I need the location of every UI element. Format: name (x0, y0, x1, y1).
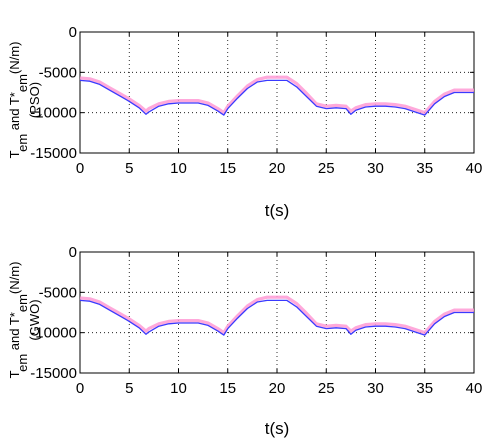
y-axis-label: Tem and T*em(N/m) (7, 262, 30, 379)
grid (80, 252, 474, 373)
y-tick-label: -10000 (30, 105, 77, 122)
grid (80, 32, 474, 153)
series-group (79, 295, 474, 336)
x-tick-label: 15 (219, 380, 236, 397)
x-tick-label: 15 (219, 160, 236, 177)
series-group (79, 75, 474, 116)
y-tick-label: -15000 (30, 365, 77, 382)
x-tick-label: 10 (170, 380, 187, 397)
y-tick-label: -5000 (39, 284, 77, 301)
y-axis-method-label: (PSO) (27, 82, 42, 118)
x-tick-label: 10 (170, 160, 187, 177)
x-tick-label: 20 (269, 380, 286, 397)
x-tick-label: 35 (416, 380, 433, 397)
y-axis-method-label: (GWO) (27, 299, 42, 340)
x-tick-label: 25 (318, 380, 335, 397)
chart-panel-pso: 0 5 10 15 20 25 30 35 400-5000-10000-15000 t(s) … (7, 24, 482, 220)
x-tick-label: 30 (367, 160, 384, 177)
series-reference-line (79, 295, 474, 335)
y-tick-label: -15000 (30, 145, 77, 162)
x-tick-label: 5 (125, 160, 133, 177)
series-estimated-line (79, 79, 474, 116)
x-tick-label: 0 (76, 380, 84, 397)
tick-labels: 0 5 10 15 20 25 30 35 40 0 -5000 -10000 -15000 (30, 24, 482, 177)
chart-panel-gwo: 0 5 10 15 20 25 30 35 400-5000-10000-15000 t(s) … (7, 244, 482, 438)
y-tick-label: -10000 (30, 325, 77, 342)
y-tick-label: -5000 (39, 64, 77, 81)
tick-labels: 0 5 10 15 20 25 30 35 40 0 -5000 -10000 -15000 (30, 244, 482, 397)
x-axis-label: t(s) (265, 201, 290, 220)
ticks (79, 251, 475, 374)
y-tick-label: 0 (69, 244, 77, 261)
x-tick-label: 25 (318, 160, 335, 177)
x-tick-label: 40 (466, 380, 483, 397)
x-axis-label: t(s) (265, 419, 290, 438)
y-axis-label: Tem and T*em(N/m) (7, 42, 30, 159)
x-tick-label: 0 (76, 160, 84, 177)
series-estimated-line (79, 299, 474, 336)
ticks (79, 31, 475, 154)
x-tick-label: 5 (125, 380, 133, 397)
series-reference-line (79, 75, 474, 115)
x-tick-label: 35 (416, 160, 433, 177)
y-tick-label: 0 (69, 24, 77, 41)
x-tick-label: 20 (269, 160, 286, 177)
x-tick-label: 30 (367, 380, 384, 397)
x-tick-label: 40 (466, 160, 483, 177)
